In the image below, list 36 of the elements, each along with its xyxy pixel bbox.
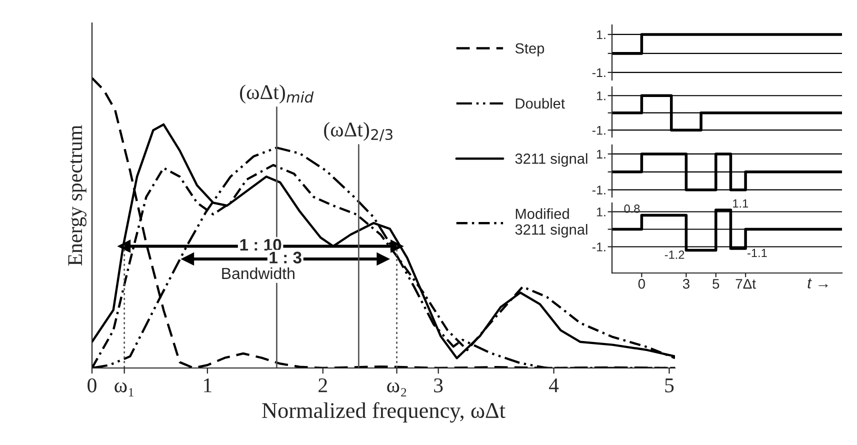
x-tick-label: 1	[204, 378, 212, 392]
data-label: 1.1	[733, 199, 748, 208]
legend-label: 3211 signal	[515, 153, 588, 167]
y-tick-label: 1.	[596, 92, 606, 100]
y-tick-label: 1.	[596, 208, 606, 216]
y-tick-label: -1.	[592, 242, 606, 252]
y-tick-label: 1.	[596, 150, 606, 158]
x-tick-label: 3	[434, 378, 443, 392]
annotation: 1 : 3	[270, 252, 302, 264]
x-tick-label: 4	[548, 378, 559, 392]
x-tick-label: 7Δt	[736, 279, 756, 289]
y-tick-label: -1.	[592, 68, 606, 77]
y-tick-label: -1.	[592, 126, 606, 135]
x-tick-label: ω₁	[114, 382, 134, 396]
x-tick-label: ω₂	[387, 382, 406, 396]
x-tick-label: 2	[318, 378, 327, 392]
x-tick-label: 5	[665, 378, 674, 392]
annotation: 1 : 10	[240, 238, 282, 251]
text: t →	[808, 278, 828, 288]
data-label: -1.1	[748, 248, 767, 258]
ref-line-label: (ωΔt)$_{2/3}$	[324, 122, 392, 142]
x-tick-label: 0	[638, 278, 645, 289]
legend-label: Doublet	[516, 98, 565, 109]
x-axis-title: Normalized frequency, ωΔt	[262, 402, 506, 423]
x-tick-label: 0	[88, 378, 96, 392]
ref-line-label: (ωΔt)$_{mid}$	[240, 84, 314, 104]
legend-label: Step	[515, 43, 544, 56]
x-tick-label: 5	[712, 279, 720, 289]
y-tick-label: 1.	[596, 30, 606, 40]
y-tick-label: -1.	[592, 186, 606, 194]
legend-label: Modified 3211 signal	[515, 208, 588, 238]
x-tick-label: 3	[682, 278, 690, 289]
annotation: Bandwidth	[222, 267, 294, 280]
data-label: 0.8	[624, 204, 640, 213]
y-axis-title: Energy spectrum	[68, 125, 86, 266]
data-label: -1.2	[664, 250, 684, 259]
